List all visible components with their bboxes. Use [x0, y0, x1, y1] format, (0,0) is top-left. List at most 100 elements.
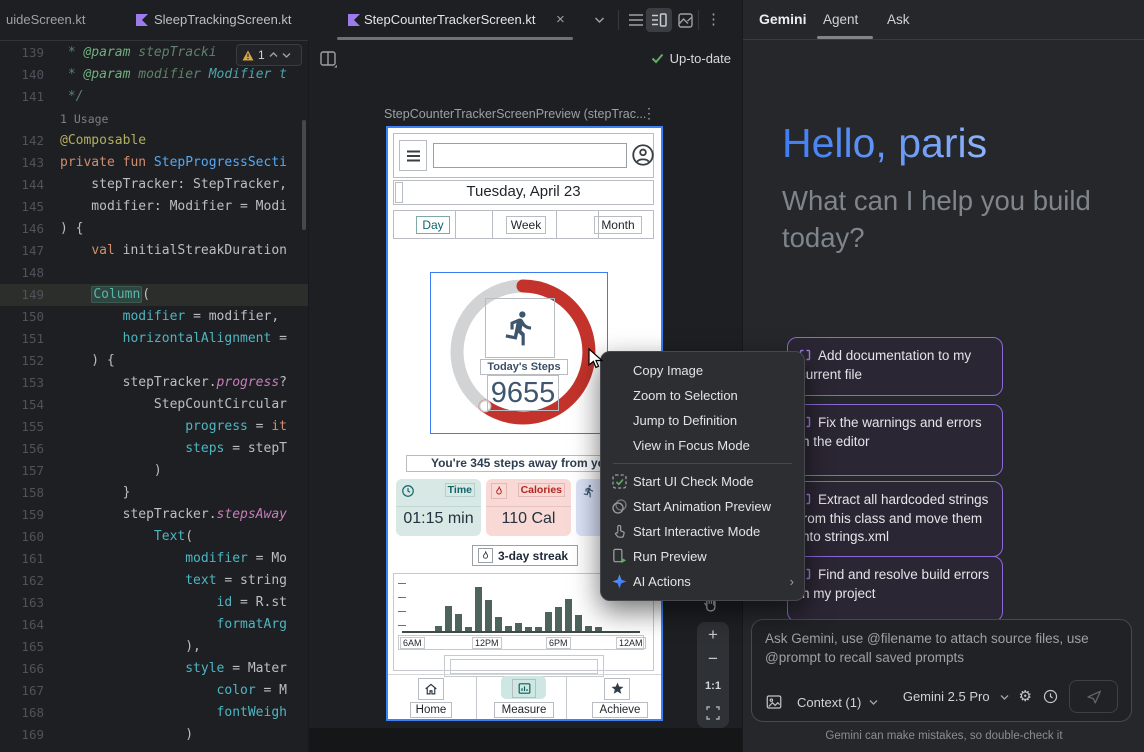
tab-week[interactable]: Week [506, 216, 546, 234]
menu-item-ai-actions[interactable]: AI Actions › [601, 569, 804, 594]
tab-guidescreen[interactable]: uideScreen.kt [6, 12, 86, 27]
code-text: @Composable [60, 133, 147, 148]
menu-item-label: Zoom to Selection [633, 388, 738, 403]
zoom-in-button[interactable]: + [708, 625, 718, 644]
code-line[interactable]: 146) { [0, 218, 308, 240]
gemini-suggestion-card[interactable]: Add documentation to my current file [787, 337, 1003, 396]
chart-bar [565, 599, 572, 631]
nav-achieve-label[interactable]: Achieve [592, 702, 648, 718]
tab-day[interactable]: Day [416, 216, 450, 234]
chevron-up-icon[interactable] [269, 52, 278, 58]
code-line[interactable]: 165 ), [0, 636, 308, 658]
code-line[interactable]: 162 text = string [0, 570, 308, 592]
context-selector[interactable]: Context (1) [797, 694, 862, 710]
code-line[interactable]: 167 color = M [0, 680, 308, 702]
menu-item-start-ui-check-mode[interactable]: Start UI Check Mode [601, 469, 804, 494]
chart-baseline [402, 631, 640, 633]
code-line[interactable]: 164 formatArg [0, 614, 308, 636]
code-line[interactable]: 139 * @param stepTracki [0, 42, 308, 64]
search-field[interactable] [433, 143, 627, 168]
code-text: ) { [60, 353, 115, 368]
code-line[interactable]: 168 fontWeigh [0, 702, 308, 724]
code-line[interactable]: 141 */ [0, 86, 308, 108]
nav-measure-label[interactable]: Measure [494, 702, 554, 718]
gemini-suggestion-card[interactable]: Extract all hardcoded strings from this … [787, 481, 1003, 557]
code-line[interactable]: 163 id = R.st [0, 592, 308, 614]
code-line[interactable]: 159 stepTracker.stepsAway [0, 504, 308, 526]
code-line[interactable]: 148 [0, 262, 308, 284]
line-number: 155 [21, 419, 44, 434]
nav-home-label[interactable]: Home [410, 702, 452, 718]
history-icon[interactable] [1042, 688, 1059, 705]
code-line[interactable]: 145 modifier: Modifier = Modi [0, 196, 308, 218]
menu-item-run-preview[interactable]: Run Preview [601, 544, 804, 569]
model-selector[interactable]: Gemini 2.5 Pro [902, 689, 990, 704]
star-icon[interactable] [604, 678, 630, 700]
code-line[interactable]: 147 val initialStreakDuration [0, 240, 308, 262]
menu-item-view-in-focus-mode[interactable]: View in Focus Mode [601, 433, 804, 458]
code-line[interactable]: 153 stepTracker.progress? [0, 372, 308, 394]
chevron-down-icon[interactable] [1000, 694, 1009, 700]
code-line[interactable]: 156 steps = stepT [0, 438, 308, 460]
gemini-suggestion-card[interactable]: Fix the warnings and errors in the edito… [787, 404, 1003, 476]
menu-button[interactable] [399, 140, 427, 171]
check-icon [651, 53, 664, 64]
code-line[interactable]: 152 ) { [0, 350, 308, 372]
tab-ask[interactable]: Ask [887, 12, 910, 27]
x-label: 6PM [546, 637, 571, 649]
code-line[interactable]: 169 ) [0, 724, 308, 746]
input-left-controls: Context (1) [765, 693, 878, 711]
zoom-ratio-button[interactable]: 1:1 [705, 680, 721, 692]
zoom-out-button[interactable]: − [708, 649, 718, 668]
code-line[interactable]: 155 progress = it [0, 416, 308, 438]
line-number: 154 [21, 397, 44, 412]
measure-chart-icon[interactable] [512, 679, 536, 698]
close-icon[interactable]: × [556, 11, 565, 28]
menu-item-copy-image[interactable]: Copy Image [601, 358, 804, 383]
gemini-suggestion-card[interactable]: Find and resolve build errors in my proj… [787, 556, 1003, 622]
gemini-prompt-input[interactable]: Ask Gemini, use @filename to attach sour… [751, 619, 1132, 722]
home-icon[interactable] [418, 678, 444, 700]
tab-sleeptracking[interactable]: SleepTrackingScreen.kt [154, 12, 292, 27]
more-vertical-icon[interactable]: ⋮ [706, 11, 721, 28]
send-button[interactable] [1069, 680, 1118, 713]
code-line[interactable]: 140 * @param modifier Modifier t [0, 64, 308, 86]
code-line[interactable]: 1 Usage [0, 108, 308, 130]
profile-icon[interactable] [630, 141, 656, 169]
inspection-widget[interactable]: 1 [236, 44, 302, 66]
code-line[interactable]: 150 modifier = modifier, [0, 306, 308, 328]
code-line[interactable]: 166 style = Mater [0, 658, 308, 680]
code-line[interactable]: 158 } [0, 482, 308, 504]
design-view-icon[interactable] [678, 13, 693, 28]
code-line[interactable]: 157 ) [0, 460, 308, 482]
chevron-down-icon[interactable] [869, 699, 878, 705]
code-line[interactable]: 143 private fun StepProgressSecti [0, 152, 308, 174]
attach-image-icon[interactable] [765, 693, 783, 711]
code-line[interactable]: 151 horizontalAlignment = [0, 328, 308, 350]
code-line[interactable]: 160 Text( [0, 526, 308, 548]
layout-picker-icon[interactable] [319, 50, 339, 70]
menu-item-start-interactive-mode[interactable]: Start Interactive Mode [601, 519, 804, 544]
animation-icon [611, 498, 633, 515]
code-line[interactable]: 154 StepCountCircular [0, 394, 308, 416]
menu-item-start-animation-preview[interactable]: Start Animation Preview [601, 494, 804, 519]
tab-stepcounter-active[interactable]: StepCounterTrackerScreen.kt [364, 12, 536, 27]
code-line[interactable]: 144 stepTracker: StepTracker, [0, 174, 308, 196]
tab-month[interactable]: Month [594, 216, 642, 234]
code-line[interactable]: 161 modifier = Mo [0, 548, 308, 570]
chevron-down-icon[interactable] [594, 16, 605, 24]
gear-icon[interactable]: ⚙ [1018, 687, 1032, 705]
code-editor[interactable]: 139 * @param stepTracki 140 * @param modi… [0, 40, 308, 752]
menu-item-jump-to-definition[interactable]: Jump to Definition [601, 408, 804, 433]
chart-bar [585, 626, 592, 631]
editor-scrollbar[interactable] [302, 120, 306, 230]
fit-screen-icon[interactable] [697, 700, 729, 726]
code-view-icon[interactable] [628, 13, 644, 27]
menu-item-zoom-to-selection[interactable]: Zoom to Selection [601, 383, 804, 408]
split-view-button[interactable] [646, 8, 672, 32]
chevron-down-icon[interactable] [282, 52, 291, 58]
more-vertical-icon[interactable]: ⋮ [642, 105, 656, 121]
tab-agent[interactable]: Agent [823, 12, 859, 27]
code-line[interactable]: 149 Column( [0, 284, 308, 306]
code-line[interactable]: 142 @Composable [0, 130, 308, 152]
